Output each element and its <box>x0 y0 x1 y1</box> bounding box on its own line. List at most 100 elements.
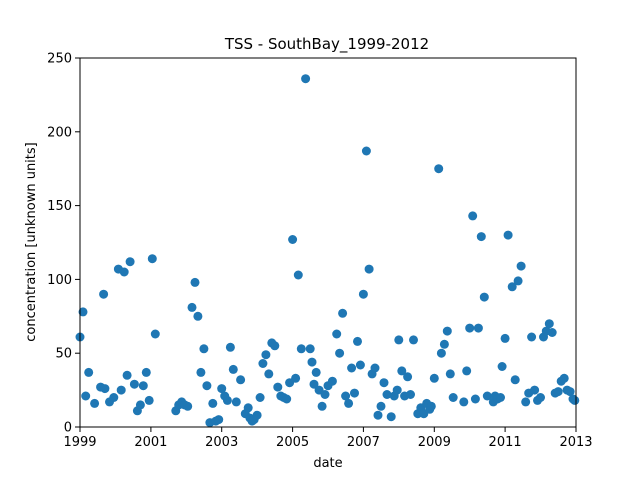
data-point <box>409 335 418 345</box>
data-point <box>81 391 91 401</box>
data-point <box>521 397 531 407</box>
data-point <box>353 336 362 346</box>
data-point <box>141 367 151 377</box>
x-tick-label: 2005 <box>276 435 309 450</box>
data-point <box>379 378 389 388</box>
data-point <box>436 348 446 358</box>
data-point <box>513 276 523 286</box>
y-tick-label: 50 <box>55 347 72 362</box>
data-point <box>434 164 444 174</box>
data-point <box>228 364 238 374</box>
data-point <box>261 350 271 360</box>
x-axis-label: date <box>313 456 342 471</box>
data-point <box>217 384 227 394</box>
data-point <box>442 326 452 336</box>
x-tick-label: 2011 <box>489 435 522 450</box>
data-point <box>355 360 365 370</box>
data-point <box>510 375 520 385</box>
data-point <box>78 307 88 317</box>
x-axis: 1999 2001 2003 2005 2007 2009 2011 2013 <box>63 427 593 450</box>
data-point <box>397 366 407 376</box>
y-tick-label: 150 <box>47 199 72 214</box>
data-point <box>403 372 413 382</box>
data-point <box>465 323 475 333</box>
data-point <box>222 395 232 405</box>
y-axis-label: concentration [unknown units] <box>24 142 39 341</box>
data-point <box>479 292 489 302</box>
data-point <box>544 319 554 329</box>
data-point <box>264 369 274 379</box>
data-point <box>84 367 94 377</box>
plot-frame <box>79 57 577 428</box>
data-point <box>301 74 311 84</box>
data-point <box>373 410 383 420</box>
data-point <box>317 401 327 411</box>
data-point <box>473 323 483 333</box>
data-point <box>293 270 303 280</box>
data-point <box>364 264 374 274</box>
data-point <box>462 366 472 376</box>
data-point <box>243 403 253 413</box>
data-point <box>347 363 357 373</box>
data-point <box>445 369 455 379</box>
y-tick-label: 0 <box>64 421 72 436</box>
data-point <box>332 329 342 339</box>
data-point <box>338 308 348 318</box>
data-point <box>370 363 380 373</box>
data-point <box>536 393 545 402</box>
data-point <box>503 230 513 240</box>
data-point <box>258 359 268 368</box>
y-axis: 0 50 100 150 200 250 <box>47 52 80 436</box>
data-point <box>282 394 292 404</box>
data-point <box>150 329 160 339</box>
data-point <box>500 333 510 343</box>
data-point <box>468 211 478 221</box>
data-point <box>193 311 203 321</box>
data-point <box>296 344 306 354</box>
data-point <box>344 398 354 408</box>
x-tick-label: 2013 <box>559 435 592 450</box>
data-point <box>426 401 436 411</box>
chart-title: TSS - SouthBay_1999-2012 <box>224 35 429 54</box>
data-point <box>252 410 262 420</box>
data-point <box>516 261 526 271</box>
data-point <box>144 395 154 405</box>
data-point <box>270 341 280 351</box>
data-point <box>553 387 563 397</box>
x-tick-label: 2001 <box>134 435 167 450</box>
data-point <box>196 367 206 377</box>
data-point <box>255 393 265 402</box>
data-point <box>202 381 212 391</box>
points-layer <box>75 74 580 428</box>
data-point <box>496 393 505 402</box>
data-point <box>320 390 330 399</box>
data-point <box>530 385 540 395</box>
data-point <box>565 387 575 397</box>
data-point <box>361 146 371 156</box>
data-point <box>439 339 449 349</box>
data-point <box>190 277 200 287</box>
data-point <box>109 393 119 402</box>
data-point <box>231 397 241 407</box>
data-point <box>406 390 415 399</box>
data-point <box>138 381 148 391</box>
data-point <box>122 370 132 380</box>
x-tick-label: 2007 <box>347 435 380 450</box>
data-point <box>547 328 557 337</box>
data-point <box>119 267 129 277</box>
data-point <box>125 257 135 267</box>
data-point <box>394 335 404 345</box>
data-point <box>291 373 301 383</box>
data-point <box>100 384 110 394</box>
data-point <box>386 412 396 422</box>
data-point <box>358 289 368 299</box>
x-tick-label: 2003 <box>205 435 238 450</box>
y-tick-label: 100 <box>47 273 72 288</box>
data-point <box>147 254 157 264</box>
y-tick-label: 200 <box>47 125 72 140</box>
data-point <box>559 373 569 383</box>
data-point <box>225 342 235 352</box>
data-point <box>307 357 317 367</box>
data-point <box>382 390 392 399</box>
data-point <box>236 375 246 385</box>
